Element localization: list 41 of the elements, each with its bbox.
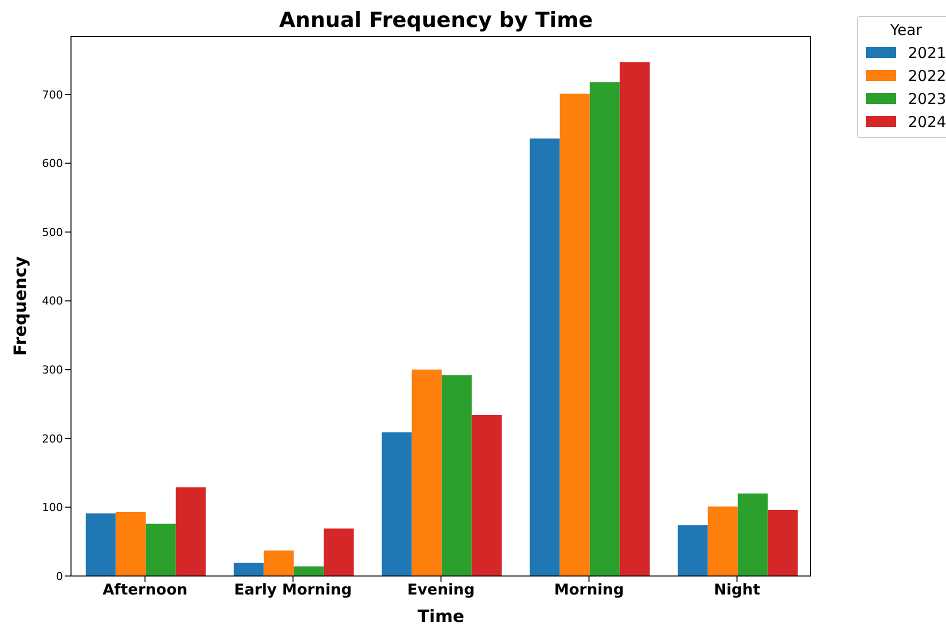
bar: [146, 524, 176, 576]
bar: [560, 94, 590, 576]
bar: [768, 510, 798, 576]
legend-label: 2024: [908, 112, 946, 130]
bar: [382, 432, 412, 576]
bar: [472, 415, 502, 576]
y-tick-label: 100: [42, 501, 63, 514]
y-axis-title: Frequency: [11, 256, 32, 356]
x-tick-label: Early Morning: [234, 580, 352, 599]
bar: [176, 487, 206, 576]
bar: [116, 512, 146, 576]
bar: [530, 138, 560, 576]
bar: [412, 370, 442, 576]
bar: [590, 82, 620, 576]
x-tick-label: Morning: [554, 580, 624, 599]
bar: [294, 566, 324, 576]
legend-label: 2023: [908, 90, 946, 108]
x-tick-label: Evening: [407, 580, 475, 599]
y-tick-label: 600: [42, 157, 63, 170]
x-tick-label: Night: [714, 580, 760, 599]
x-tick-label: Afternoon: [102, 580, 188, 599]
bar: [708, 506, 738, 576]
y-tick-label: 200: [42, 432, 63, 446]
bar: [264, 550, 294, 576]
x-axis-title: Time: [418, 607, 464, 627]
y-tick-label: 500: [42, 226, 63, 239]
bar: [324, 528, 354, 576]
bar: [738, 493, 768, 576]
y-tick-label: 400: [42, 294, 63, 308]
bar: [620, 62, 650, 576]
bar: [678, 525, 708, 576]
legend-title: Year: [889, 21, 923, 39]
bar: [86, 513, 116, 576]
y-tick-label: 700: [42, 88, 63, 102]
y-tick-label: 300: [42, 364, 63, 377]
y-tick-label: 0: [56, 570, 63, 583]
chart-title: Annual Frequency by Time: [278, 8, 594, 32]
legend-label: 2022: [908, 66, 946, 84]
legend-label: 2021: [908, 44, 946, 62]
bar: [234, 562, 264, 576]
bar: [442, 375, 472, 576]
